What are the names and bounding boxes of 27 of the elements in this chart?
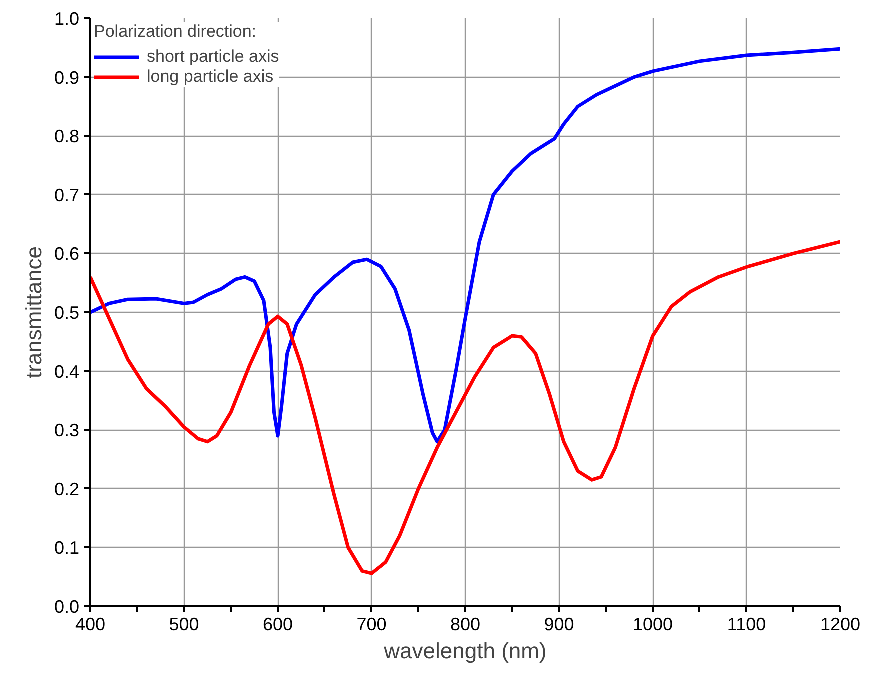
y-tick-label: 0.9 bbox=[54, 68, 80, 88]
line-series bbox=[90, 47, 840, 444]
x-tick-label: 800 bbox=[450, 614, 481, 634]
y-tick-label: 0.0 bbox=[54, 597, 80, 617]
y-tick-label: 0.6 bbox=[54, 244, 80, 264]
y-tick-label: 0.2 bbox=[54, 479, 80, 500]
legend-title: Polarization direction: bbox=[94, 22, 258, 42]
x-tick-label: 1100 bbox=[727, 614, 766, 634]
y-tick-label: 0.5 bbox=[54, 303, 80, 323]
x-tick-label: 700 bbox=[356, 614, 387, 634]
x-tick-label: 1000 bbox=[632, 614, 674, 634]
legend-label: short particle axis bbox=[147, 47, 280, 67]
legend-label: long particle axis bbox=[147, 67, 274, 87]
y-tick-label: 0.3 bbox=[54, 420, 80, 441]
x-axis-title: wavelength (nm) bbox=[383, 638, 547, 664]
y-axis-title: transmittance bbox=[21, 246, 46, 379]
x-tick-label: 400 bbox=[75, 614, 106, 634]
x-tick-label: 500 bbox=[169, 614, 200, 634]
y-tick-label: 0.4 bbox=[54, 362, 80, 382]
x-tick-label: 900 bbox=[544, 614, 574, 634]
y-tick-label: 0.7 bbox=[54, 185, 80, 206]
y-tick-label: 1.0 bbox=[54, 9, 80, 29]
x-tick-label: 1200 bbox=[820, 614, 861, 634]
x-tick-label: 600 bbox=[262, 614, 294, 634]
y-tick-label: 0.8 bbox=[54, 126, 80, 147]
y-tick-label: 0.1 bbox=[54, 538, 80, 558]
line-series bbox=[90, 240, 840, 576]
